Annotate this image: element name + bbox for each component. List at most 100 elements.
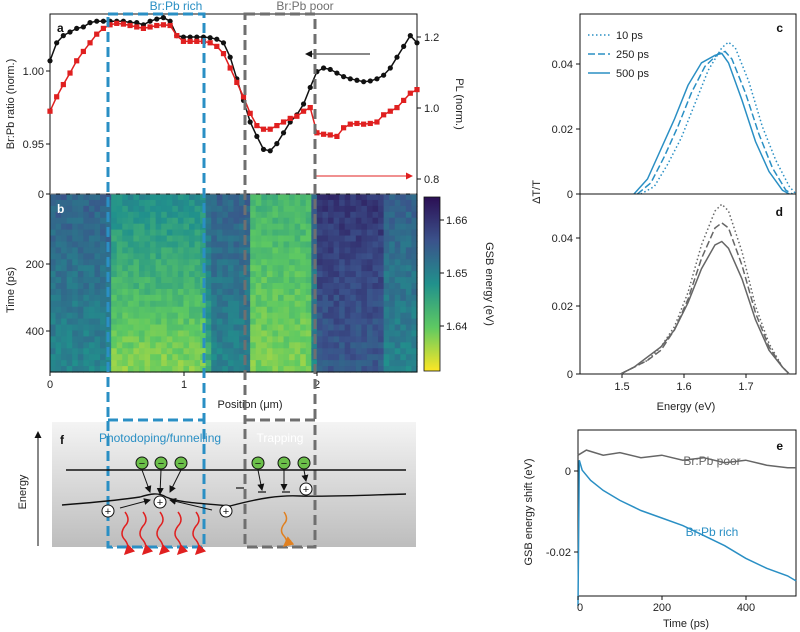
heatmap-cell <box>144 199 151 207</box>
heatmap-cell <box>383 259 390 266</box>
b-xtick-3: 2 <box>314 379 320 391</box>
heatmap-cell <box>255 342 262 349</box>
heatmap-cell <box>389 265 396 272</box>
heatmap-cell <box>261 354 268 361</box>
heatmap-cell <box>94 354 101 361</box>
heatmap-cell <box>361 277 368 284</box>
heatmap-cell <box>272 330 279 337</box>
heatmap-cell <box>72 288 79 296</box>
heatmap-cell <box>283 330 290 337</box>
heatmap-cell <box>116 283 123 290</box>
heatmap-cell <box>144 265 151 272</box>
heatmap-cell <box>250 336 257 343</box>
heatmap-cell <box>383 283 390 290</box>
heatmap-cell <box>222 342 229 349</box>
heatmap-cell <box>289 235 296 243</box>
heatmap-cell <box>289 366 296 373</box>
heatmap-cell <box>116 265 123 272</box>
heatmap-cell <box>55 199 62 207</box>
heatmap-cell <box>166 288 173 296</box>
panel-a: a 1.00 0.95 0 1.2 1.0 0.8 Br:Pb ratio (n… <box>5 13 465 201</box>
heatmap-cell <box>183 288 190 296</box>
heatmap-cell <box>333 199 340 207</box>
a-point-1-49 <box>374 119 380 125</box>
heatmap-cell <box>378 229 385 237</box>
heatmap-cell <box>250 241 257 248</box>
heatmap-cell <box>138 199 146 207</box>
a-point-1-54 <box>407 90 413 96</box>
heatmap-cell <box>250 342 257 349</box>
heatmap-cell <box>88 312 96 320</box>
heatmap-cell <box>88 360 96 367</box>
heatmap-cell <box>411 253 418 260</box>
heatmap-cell <box>83 217 90 225</box>
heatmap-cell <box>83 235 90 243</box>
heatmap-cell <box>222 211 229 219</box>
heatmap-cell <box>205 342 212 349</box>
heatmap-cell <box>150 259 157 266</box>
heatmap-cell <box>150 312 157 320</box>
heatmap-cell <box>361 294 368 302</box>
heatmap-cell <box>211 271 218 278</box>
heatmap-cell <box>383 354 390 361</box>
heatmap-cell <box>150 306 157 314</box>
heatmap-cell <box>350 199 357 207</box>
heatmap-cell <box>172 336 179 343</box>
panel-label-c: c <box>776 21 783 35</box>
heatmap-cell <box>355 300 362 308</box>
heatmap-cell <box>222 265 229 272</box>
heatmap-cell <box>127 277 135 284</box>
heatmap-cell <box>138 247 146 254</box>
heatmap-cell <box>405 265 413 272</box>
heatmap-cell <box>378 241 385 248</box>
heatmap-cell <box>344 330 351 337</box>
heatmap-cell <box>83 211 90 219</box>
heatmap-cell <box>355 235 362 243</box>
heatmap-cell <box>328 241 335 248</box>
heatmap-cell <box>105 223 112 231</box>
heatmap-cell <box>55 318 62 326</box>
heatmap-cell <box>333 366 340 373</box>
heatmap-cell <box>355 330 362 337</box>
heatmap-cell <box>100 211 107 219</box>
heatmap-cell <box>261 211 268 219</box>
heatmap-cell <box>194 194 201 201</box>
heatmap-cell <box>211 360 218 367</box>
a-point-1-48 <box>367 120 373 127</box>
heatmap-cell <box>250 253 257 260</box>
heatmap-cell <box>411 265 418 272</box>
heatmap-cell <box>133 205 140 213</box>
heatmap-cell <box>189 312 196 320</box>
heatmap-cell <box>55 235 62 243</box>
a-point-1-1 <box>54 94 60 100</box>
heatmap-cell <box>161 235 168 243</box>
heatmap-cell <box>389 205 396 213</box>
heatmap-cell <box>255 348 262 355</box>
heatmap-cell <box>50 336 57 343</box>
heatmap-cell <box>244 277 251 284</box>
heatmap-cell <box>150 194 157 201</box>
heatmap-cell <box>111 217 118 225</box>
heatmap-cell <box>339 223 346 231</box>
heatmap-cell <box>50 366 57 373</box>
heatmap-cell <box>255 294 262 302</box>
heatmap-cell <box>300 336 307 343</box>
heatmap-cell <box>305 265 312 272</box>
heatmap-cell <box>144 336 151 343</box>
heatmap-cell <box>122 259 129 266</box>
heatmap-cell <box>172 241 179 248</box>
a-point-1-6 <box>87 40 93 46</box>
heatmap-cell <box>216 217 223 225</box>
heatmap-cell <box>305 330 312 337</box>
heatmap-cell <box>289 348 296 355</box>
heatmap-cell <box>361 348 368 355</box>
d-series-line-0 <box>620 203 790 375</box>
heatmap-cell <box>94 318 101 326</box>
heatmap-cell <box>411 205 418 213</box>
heatmap-cell <box>311 205 318 213</box>
heatmap-cell <box>383 318 390 326</box>
heatmap-cell <box>105 235 112 243</box>
heatmap-cell <box>300 354 307 361</box>
heatmap-cell <box>261 277 268 284</box>
heatmap-cell <box>127 330 135 337</box>
